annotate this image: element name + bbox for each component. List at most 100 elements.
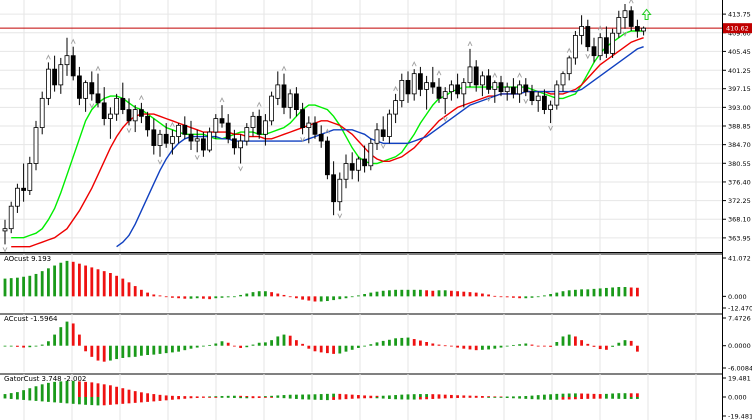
ao-bar (152, 294, 156, 297)
candle-body (448, 84, 454, 93)
gator-bar (598, 397, 602, 399)
candle (510, 78, 516, 99)
gator-bar (456, 395, 459, 397)
gator-bar (102, 397, 106, 406)
ao-bar (202, 296, 205, 299)
candle (548, 100, 553, 124)
ac-bar (605, 345, 608, 350)
ac-bar (183, 345, 187, 351)
ac-bar (59, 327, 63, 346)
fractal-down-icon (300, 137, 306, 143)
ao-bar (518, 296, 521, 299)
ao-bar (406, 289, 410, 297)
gator-bar (264, 396, 267, 397)
candle-body (523, 84, 529, 93)
candle-body (479, 75, 485, 86)
gator-bar (319, 397, 323, 400)
ao-bar (623, 287, 627, 297)
gator-bar (65, 397, 69, 404)
gator-bar (536, 397, 540, 400)
candle (337, 172, 343, 211)
candle (560, 71, 566, 92)
gator-bar (245, 397, 249, 399)
current-price-badge-bg (723, 23, 752, 34)
candle (455, 73, 461, 99)
candle-body (374, 129, 380, 144)
gator-bar (140, 397, 143, 403)
gator-bar (84, 397, 87, 405)
candle (368, 138, 374, 171)
fractal-up-icon (566, 47, 572, 53)
ao-bar (22, 276, 25, 297)
gator-bar (127, 397, 131, 404)
gator-panel[interactable] (3, 380, 639, 406)
fractal-down-icon (194, 155, 200, 161)
gator-bar (357, 395, 360, 397)
candle-body (461, 82, 467, 95)
ac-panel-title: ACcust -1.5964 (4, 315, 58, 323)
candle (405, 71, 411, 103)
candle (467, 48, 473, 88)
ac-bar (288, 335, 292, 346)
gator-bar (375, 395, 379, 397)
ao-bar (158, 295, 162, 297)
ao-bar (357, 295, 360, 297)
gator-bar (276, 397, 280, 398)
ac-bar (400, 337, 404, 346)
ao-bar (301, 296, 304, 300)
candle (132, 105, 138, 133)
ao-bar (226, 296, 230, 298)
gator-bar (313, 397, 317, 400)
ac-panel[interactable] (3, 321, 639, 362)
candle-body (219, 118, 225, 124)
gator-bar (34, 386, 38, 397)
ao-panel[interactable] (3, 260, 639, 302)
candle-body (641, 27, 646, 32)
price-panel[interactable] (0, 0, 722, 253)
candle-body (386, 113, 392, 137)
fractal-up-icon (411, 61, 417, 67)
current-price-badge: 410.62 (723, 23, 752, 34)
gator-bar (84, 381, 87, 397)
ao-bar (412, 289, 416, 297)
candle-body (343, 163, 349, 180)
ao-bar (598, 288, 602, 297)
candle (622, 4, 628, 29)
ac-bar (338, 345, 342, 354)
gator-bar (363, 395, 366, 397)
ac-bar (388, 339, 391, 346)
candle-body (498, 82, 504, 93)
fractal-down-icon (523, 98, 529, 105)
gator-panel-title: GatorCust 3.748 -2.002 (4, 375, 86, 383)
candle-body (542, 95, 547, 110)
ac-bar (580, 340, 583, 346)
candle-body (324, 140, 330, 176)
gator-bar (381, 397, 385, 399)
gator-bar (629, 397, 633, 399)
ac-bar (450, 345, 453, 347)
gator-bar (443, 397, 447, 399)
candle-body (635, 26, 640, 32)
ao-bar (177, 296, 180, 299)
ac-bar (121, 345, 125, 358)
ac-bar (257, 342, 261, 346)
fractal-up-icon (95, 65, 101, 71)
gator-bar (257, 396, 261, 398)
gator-bar (636, 393, 639, 397)
candle (498, 75, 504, 97)
gator-bar (195, 396, 199, 398)
candle-body (83, 82, 88, 99)
gator-bar (437, 394, 441, 397)
ao-bar (617, 287, 621, 297)
ac-bar (295, 340, 298, 346)
fractal-up-icon (219, 97, 225, 103)
ao-bar (16, 277, 19, 297)
fractal-down-icon (157, 159, 163, 165)
candle (27, 156, 33, 195)
candle-body (157, 133, 163, 146)
candle (610, 28, 615, 58)
ac-bar (357, 345, 360, 348)
candle-body (151, 129, 157, 146)
ao-bar (505, 296, 509, 298)
